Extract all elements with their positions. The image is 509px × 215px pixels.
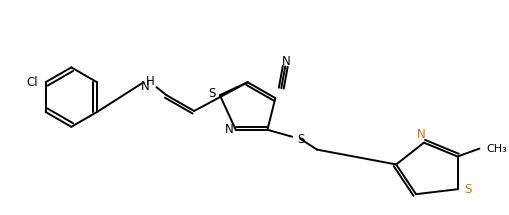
Text: N: N bbox=[224, 123, 233, 136]
Text: Cl: Cl bbox=[26, 76, 38, 89]
Text: S: S bbox=[297, 133, 304, 146]
Text: CH₃: CH₃ bbox=[486, 144, 506, 154]
Text: N: N bbox=[281, 55, 290, 68]
Text: S: S bbox=[208, 87, 215, 100]
Text: S: S bbox=[464, 183, 471, 196]
Text: H: H bbox=[146, 75, 155, 88]
Text: N: N bbox=[141, 80, 150, 93]
Text: N: N bbox=[416, 128, 425, 141]
